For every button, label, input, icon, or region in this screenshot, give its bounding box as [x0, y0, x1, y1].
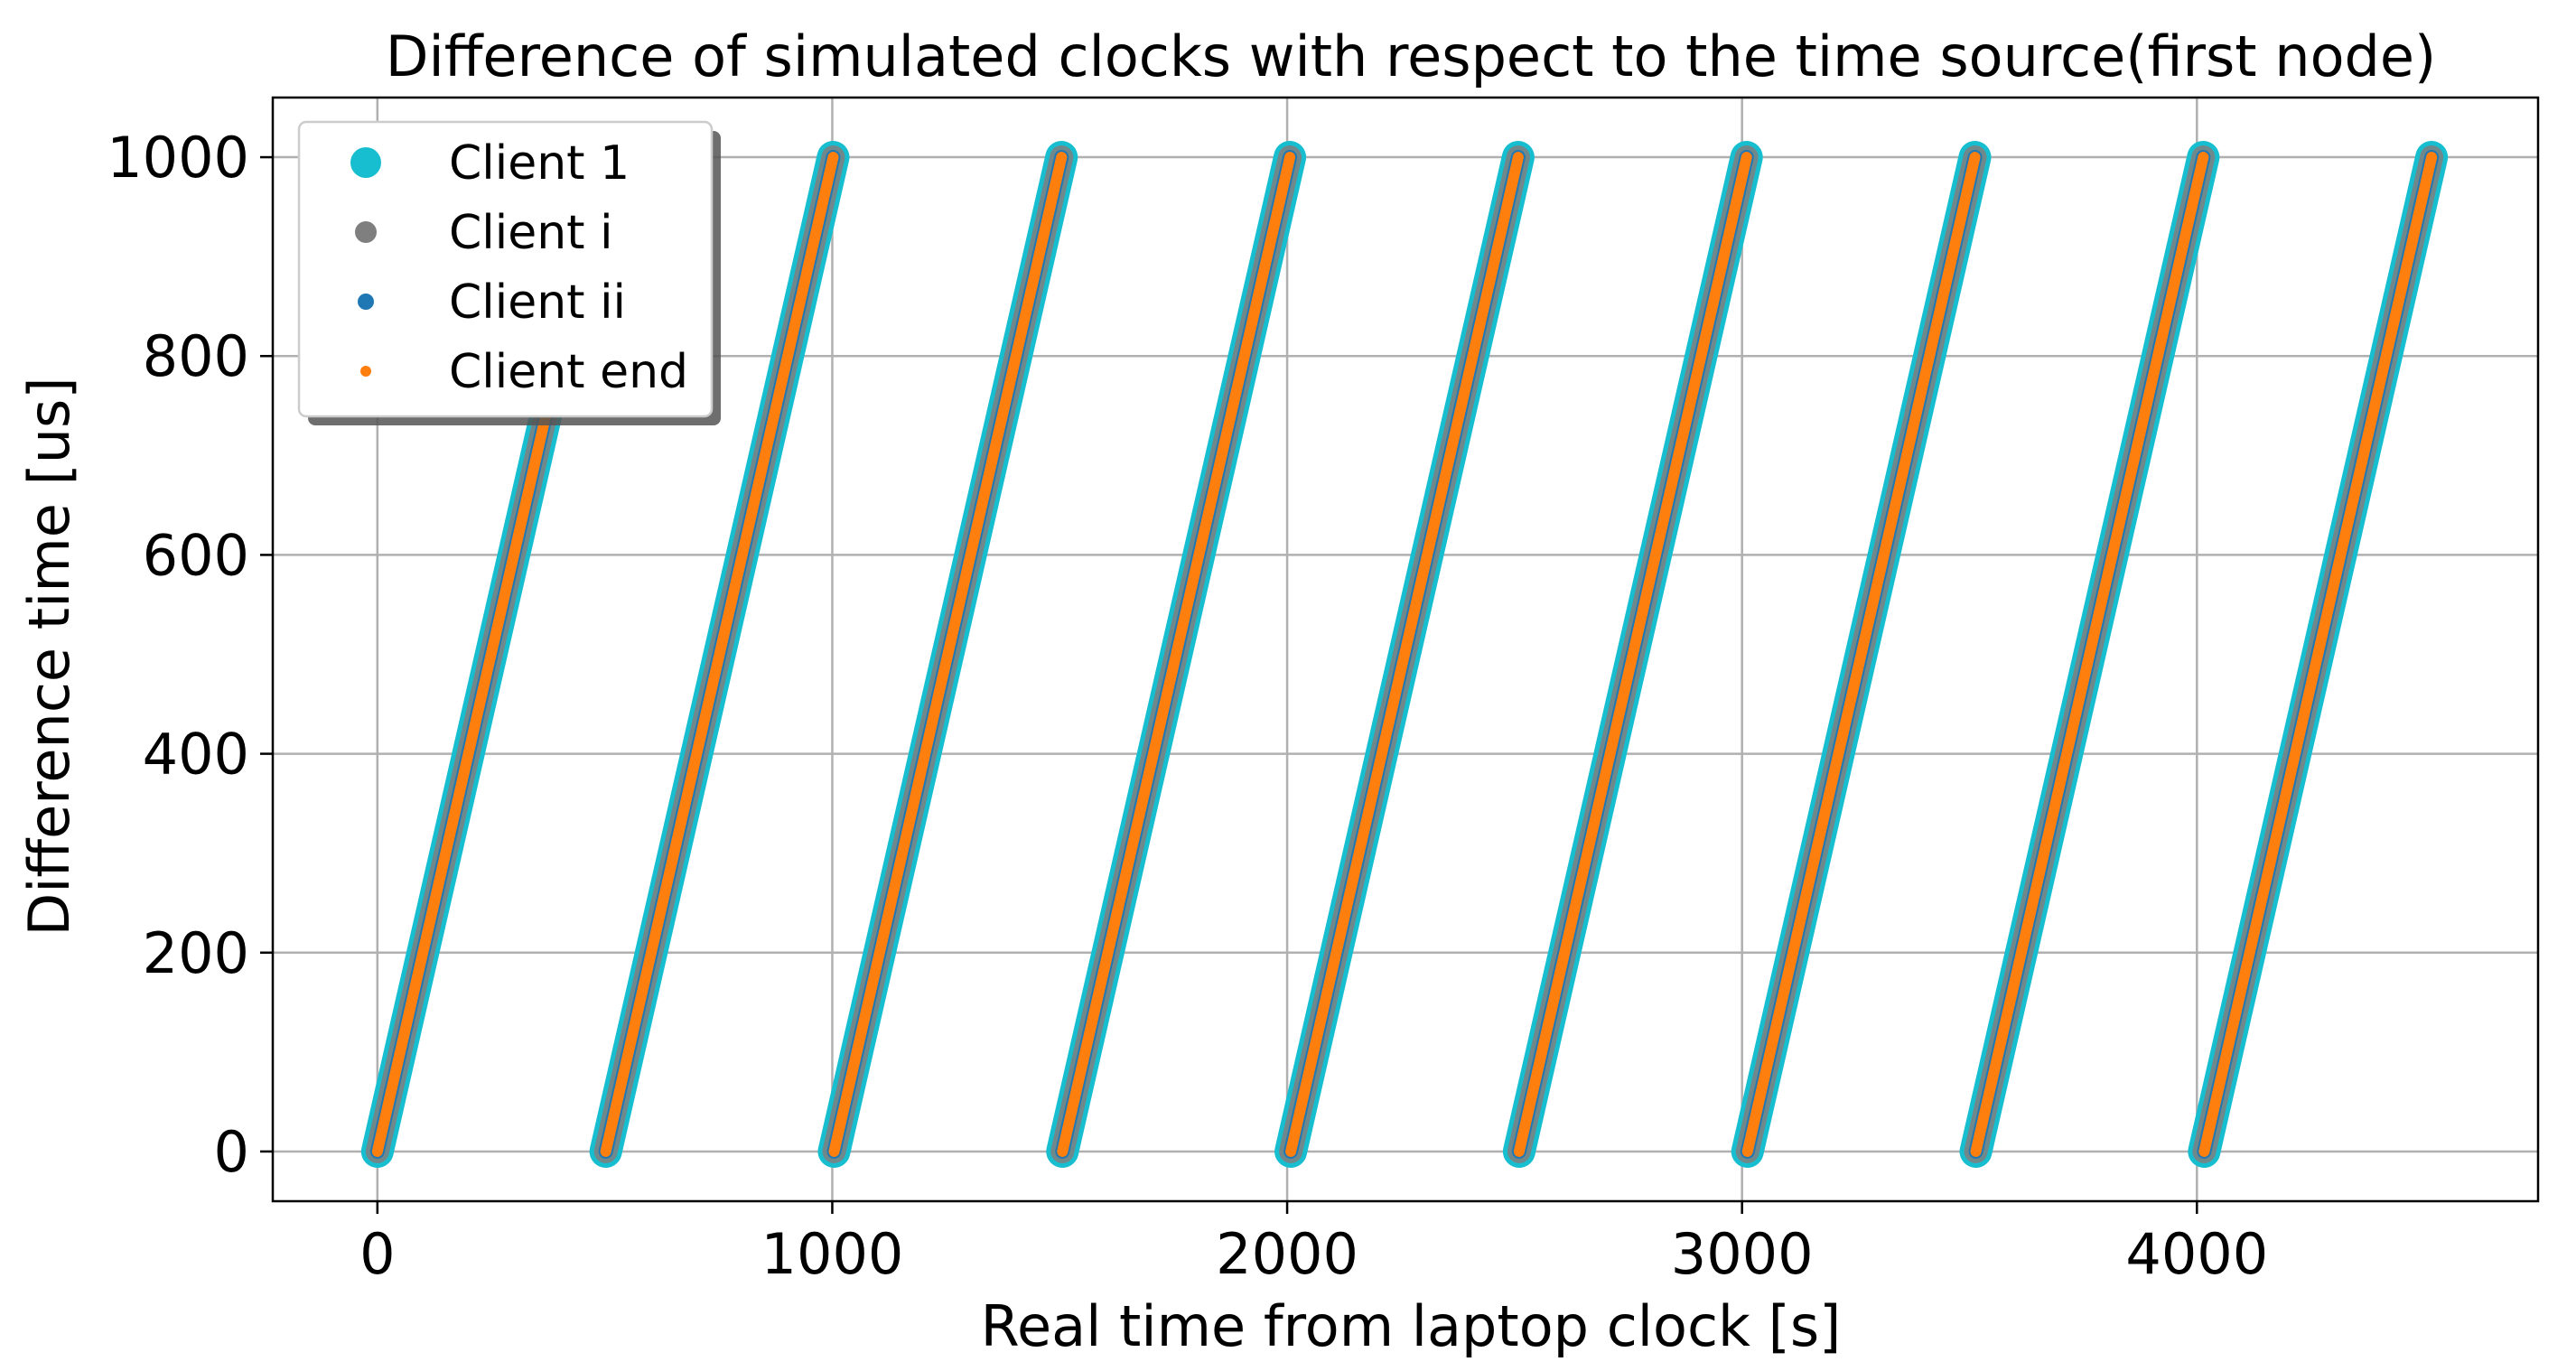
legend: Client 1 Client i Client ii Client end — [297, 120, 721, 425]
x-tick-label: 4000 — [2125, 1221, 2268, 1287]
legend-entries: Client 1 Client i Client ii Client end — [350, 136, 688, 399]
legend-marker — [350, 147, 381, 178]
y-tick-label: 600 — [143, 522, 249, 588]
legend-marker — [360, 366, 371, 377]
x-tick-label: 3000 — [1671, 1221, 1814, 1287]
y-tick-label: 1000 — [107, 125, 249, 191]
y-axis-title: Difference time [us] — [16, 377, 82, 936]
axis-ticks: 0 1000 2000 3000 4000 0 200 400 600 800 1000 — [107, 125, 2268, 1287]
plot-series — [360, 141, 2449, 1168]
legend-label: Client i — [449, 206, 613, 260]
series-segment — [1285, 152, 1524, 1157]
legend-label: Client 1 — [449, 136, 630, 191]
x-tick-label: 2000 — [1216, 1221, 1358, 1287]
series-segment — [1970, 152, 2209, 1157]
series-segment — [1513, 152, 1752, 1157]
legend-label: Client end — [449, 345, 688, 399]
y-tick-label: 200 — [143, 920, 249, 986]
y-tick-label: 0 — [214, 1119, 249, 1185]
series-segment — [1057, 152, 1296, 1157]
y-tick-label: 400 — [143, 722, 249, 788]
series-segment — [600, 152, 839, 1157]
y-tick-label: 800 — [143, 323, 249, 389]
series-segment — [2198, 152, 2438, 1157]
x-tick-label: 1000 — [761, 1221, 904, 1287]
plot-frame — [271, 96, 2540, 1203]
legend-marker — [355, 221, 377, 243]
legend-label: Client ii — [449, 275, 626, 330]
series-client-end — [371, 152, 2438, 1157]
chart-title: Difference of simulated clocks with resp… — [386, 23, 2436, 89]
legend-box — [297, 120, 714, 418]
legend-marker — [358, 294, 374, 310]
series-segment — [1741, 152, 1981, 1157]
series-segment — [828, 152, 1068, 1157]
x-axis-title: Real time from laptop clock [s] — [981, 1293, 1842, 1359]
x-tick-label: 0 — [359, 1221, 395, 1287]
